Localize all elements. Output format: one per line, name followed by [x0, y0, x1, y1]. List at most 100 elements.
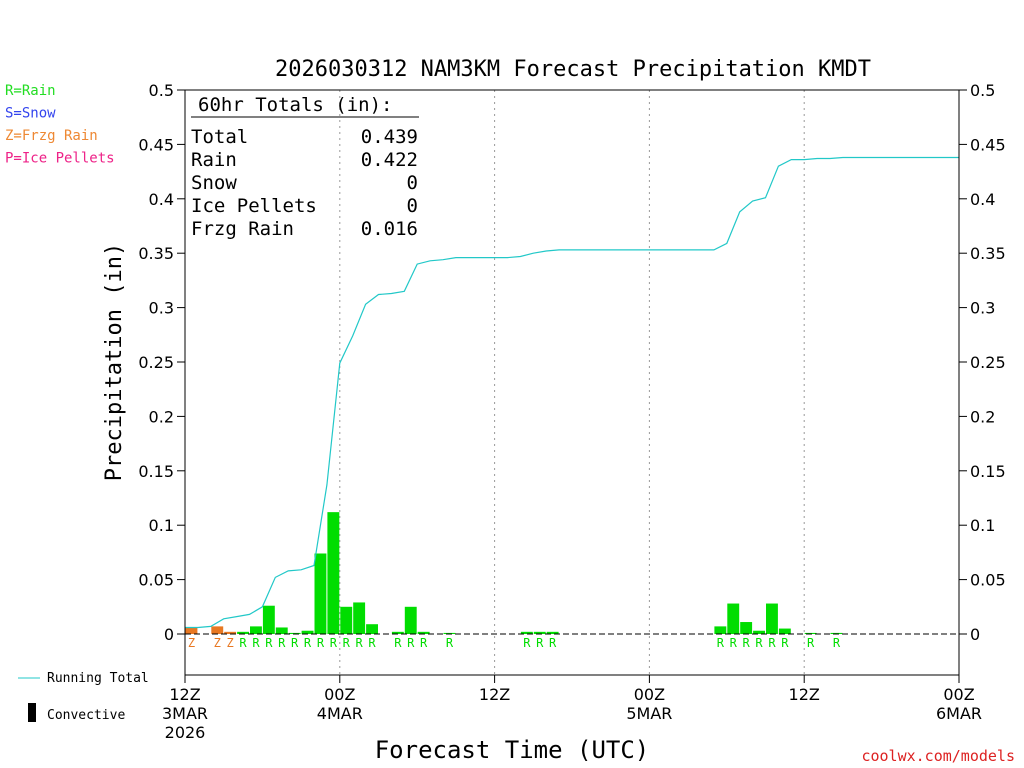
series-legend: Running Total Convective [18, 671, 149, 723]
totals-row-value: 0 [407, 172, 418, 194]
precip-type-label: R [368, 636, 376, 650]
x-tick-label: 2026 [165, 723, 206, 742]
precip-bars [185, 512, 843, 634]
precip-type-label: R [755, 636, 763, 650]
y-tick-label-right: 0.05 [970, 571, 1006, 590]
y-tick-label-left: 0.15 [138, 462, 174, 481]
x-axis-label: Forecast Time (UTC) [375, 736, 650, 764]
precip-bar [224, 631, 237, 634]
y-tick-label-left: 0.45 [138, 135, 174, 154]
precip-bar [766, 603, 778, 634]
precip-type-label: Z [227, 636, 234, 650]
precip-type-label: R [394, 636, 402, 650]
precip-bar [778, 628, 791, 634]
x-tick-label: 6MAR [936, 704, 982, 723]
y-tick-label-right: 0.3 [970, 299, 995, 318]
y-tick-label-left: 0.5 [149, 81, 174, 100]
precip-type-label: R [549, 636, 557, 650]
precip-bar [185, 627, 198, 634]
precip-type-label: R [536, 636, 544, 650]
precip-type-label: R [833, 636, 841, 650]
precip-bar [353, 602, 366, 634]
y-tick-label-right: 0.15 [970, 462, 1006, 481]
precip-type-label: R [407, 636, 415, 650]
precip-type-label: R [807, 636, 815, 650]
precip-type-label: R [446, 636, 454, 650]
totals-row-value: 0.439 [361, 126, 418, 148]
y-tick-label-right: 0.5 [970, 81, 995, 100]
totals-box: 60hr Totals (in): Total 0.439 Rain 0.422 Sno… [191, 94, 419, 240]
precip-bar [714, 626, 727, 634]
precip-bar [327, 512, 340, 634]
x-tick-label: 12Z [789, 685, 820, 704]
precip-type-label: R [278, 636, 286, 650]
totals-row-label: Rain [191, 149, 237, 171]
precip-bar [404, 606, 417, 634]
credit-text: coolwx.com/models [861, 747, 1015, 765]
y-tick-label-right: 0.2 [970, 407, 995, 426]
x-tick-label: 12Z [479, 685, 510, 704]
x-tick-label: 3MAR [162, 704, 208, 723]
x-tick-label: 00Z [324, 685, 355, 704]
precip-bar [288, 632, 301, 634]
precip-type-legend-item: R=Rain [5, 83, 56, 99]
precip-bar [546, 631, 559, 634]
precip-type-label: R [291, 636, 299, 650]
y-tick-label-right: 0.35 [970, 244, 1006, 263]
precip-type-label: R [330, 636, 338, 650]
convective-legend-swatch [28, 703, 36, 722]
y-axis-left: 0 0.05 0.1 0.15 0.2 0.25 0.3 0.35 0.4 0.45 0.5 [138, 81, 185, 644]
precip-type-label: R [781, 636, 789, 650]
precip-bar [753, 630, 765, 634]
x-tick-label: 00Z [634, 685, 665, 704]
precip-bar [366, 624, 378, 634]
y-tick-label-left: 0.1 [149, 516, 174, 535]
precip-bar [520, 631, 533, 634]
precip-type-legend-item: S=Snow [5, 106, 56, 122]
precip-type-legend-item: Z=Frzg Rain [5, 128, 98, 144]
y-axis-right: 0 0.05 0.1 0.15 0.2 0.25 0.3 0.35 0.4 0.45 0.5 [959, 81, 1006, 644]
totals-row-value: 0 [407, 195, 418, 217]
precip-type-label: Z [188, 636, 195, 650]
precip-bar [250, 626, 262, 634]
precip-bar [727, 603, 740, 634]
precip-type-label: R [239, 636, 247, 650]
precip-type-legend-item: P=Ice Pellets [5, 151, 115, 167]
precip-type-label: Z [214, 636, 221, 650]
totals-row-value: 0.016 [361, 218, 418, 240]
running-total-layer [185, 156, 959, 629]
y-tick-label-right: 0 [970, 625, 980, 644]
x-tick-label: 5MAR [626, 704, 672, 723]
precip-type-label: R [730, 636, 738, 650]
precip-type-label: R [717, 636, 725, 650]
totals-row-label: Total [191, 126, 248, 148]
totals-row-value: 0.422 [361, 149, 418, 171]
precip-type-label: R [523, 636, 531, 650]
y-tick-label-left: 0.05 [138, 571, 174, 590]
totals-heading: 60hr Totals (in): [198, 94, 392, 116]
x-tick-label: 00Z [943, 685, 974, 704]
y-tick-label-right: 0.45 [970, 135, 1006, 154]
y-axis-label: Precipitation (in) [102, 243, 127, 481]
running-total-legend-label: Running Total [47, 671, 149, 686]
x-tick-label: 4MAR [317, 704, 363, 723]
y-tick-label-left: 0.2 [149, 407, 174, 426]
precip-type-label: R [768, 636, 776, 650]
precip-bar [262, 605, 275, 634]
y-tick-label-left: 0.35 [138, 244, 174, 263]
y-tick-label-left: 0 [164, 625, 174, 644]
plot-frame [184, 89, 960, 676]
totals-row-label: Frzg Rain [191, 218, 294, 240]
y-tick-label-left: 0.3 [149, 299, 174, 318]
precip-type-label: R [252, 636, 260, 650]
precip-bar [417, 631, 430, 634]
precip-bar [301, 630, 314, 634]
precip-type-label: R [317, 636, 325, 650]
precip-type-label: R [343, 636, 351, 650]
precip-type-legend: R=Rain S=Snow Z=Frzg Rain P=Ice Pellets [5, 83, 115, 167]
y-tick-label-right: 0.25 [970, 353, 1006, 372]
precip-bar [237, 631, 249, 634]
precip-bar [533, 631, 546, 634]
